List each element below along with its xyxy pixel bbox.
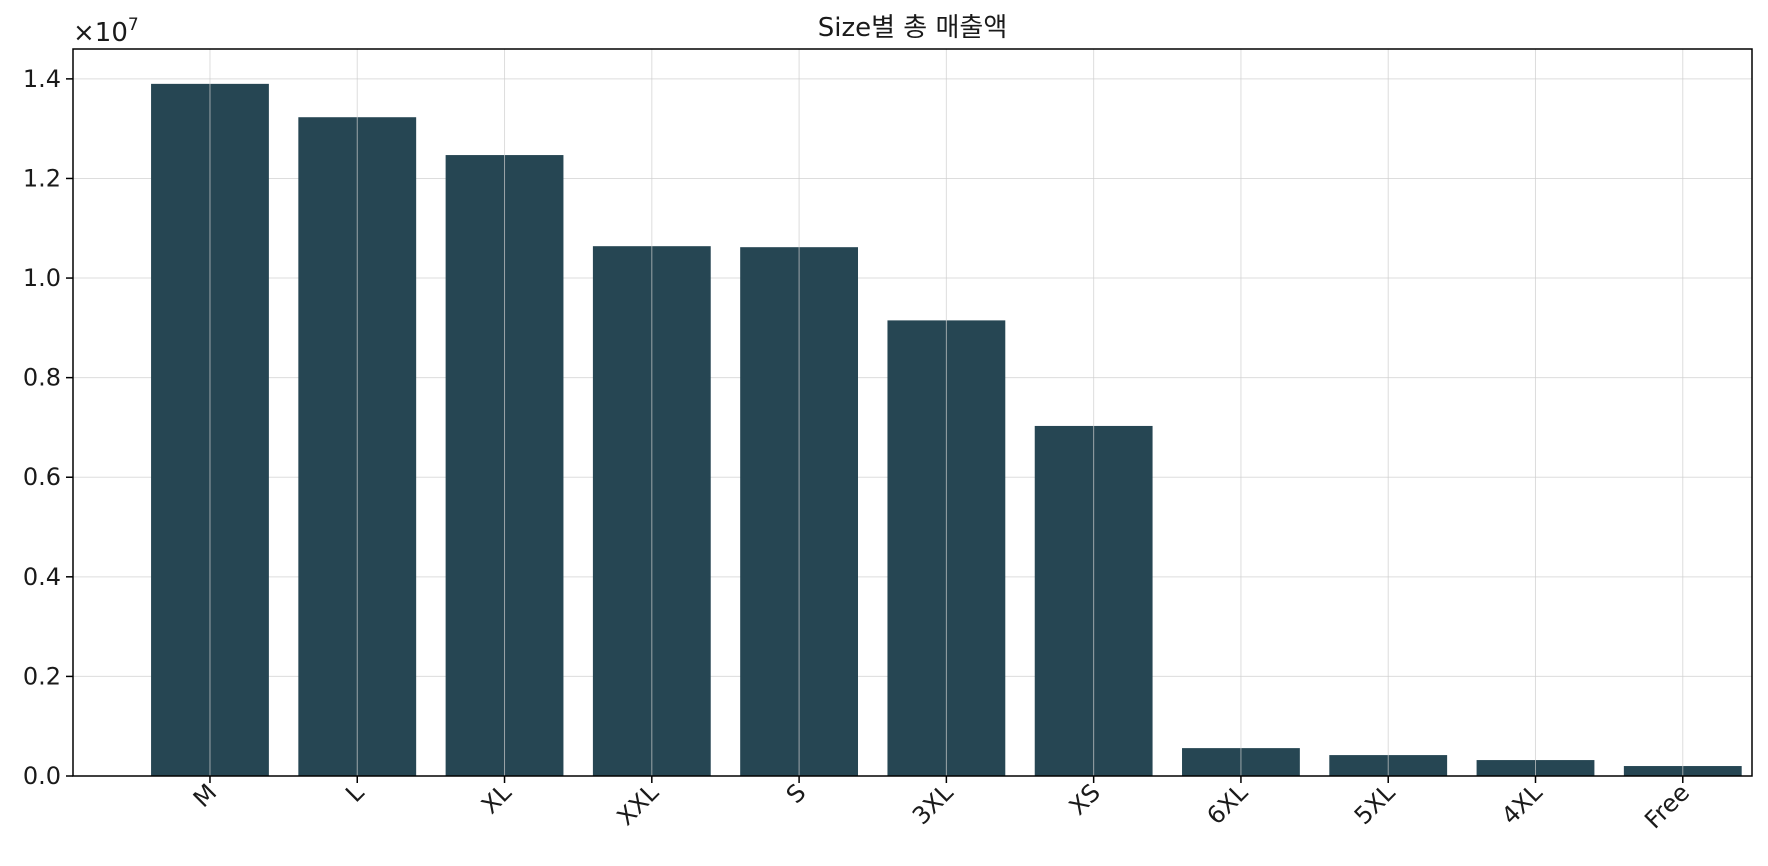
x-tick-label: XXL — [612, 778, 665, 831]
x-tick-label: 3XL — [907, 778, 959, 830]
chart-title: Size별 총 매출액 — [818, 13, 1008, 43]
x-tick-label: S — [781, 778, 812, 809]
y-tick-label: 0.4 — [23, 563, 61, 591]
x-tick-label: 5XL — [1349, 778, 1401, 830]
x-tick-label: XS — [1064, 778, 1106, 820]
x-axis-ticks: M L XL XXL S 3XL XS 6XL 5XL 4XL Free — [188, 776, 1695, 834]
y-tick-label: 0.2 — [23, 662, 61, 690]
y-tick-label: 0.6 — [23, 463, 61, 491]
x-tick-label: XL — [476, 778, 517, 819]
y-offset-base: ×10 — [73, 18, 128, 48]
y-tick-label: 1.2 — [23, 164, 61, 192]
plot-frame — [72, 48, 1753, 777]
y-tick-label: 0.0 — [23, 762, 61, 790]
x-tick-label: 4XL — [1496, 778, 1548, 830]
x-tick-label: M — [188, 778, 222, 812]
x-tick-label: Free — [1639, 778, 1695, 834]
x-tick-label: L — [340, 778, 370, 808]
y-tick-label: 1.4 — [23, 65, 61, 93]
y-offset-exponent: 7 — [128, 15, 139, 35]
vertical-grid-lines — [209, 49, 1684, 776]
x-tick-label: 6XL — [1201, 778, 1253, 830]
y-tick-label: 1.0 — [23, 264, 61, 292]
y-axis-offset-label: ×107 — [73, 15, 139, 48]
y-axis-ticks: 0.0 0.2 0.4 0.6 0.8 1.0 1.2 1.4 — [23, 65, 73, 790]
y-tick-label: 0.8 — [23, 364, 61, 392]
